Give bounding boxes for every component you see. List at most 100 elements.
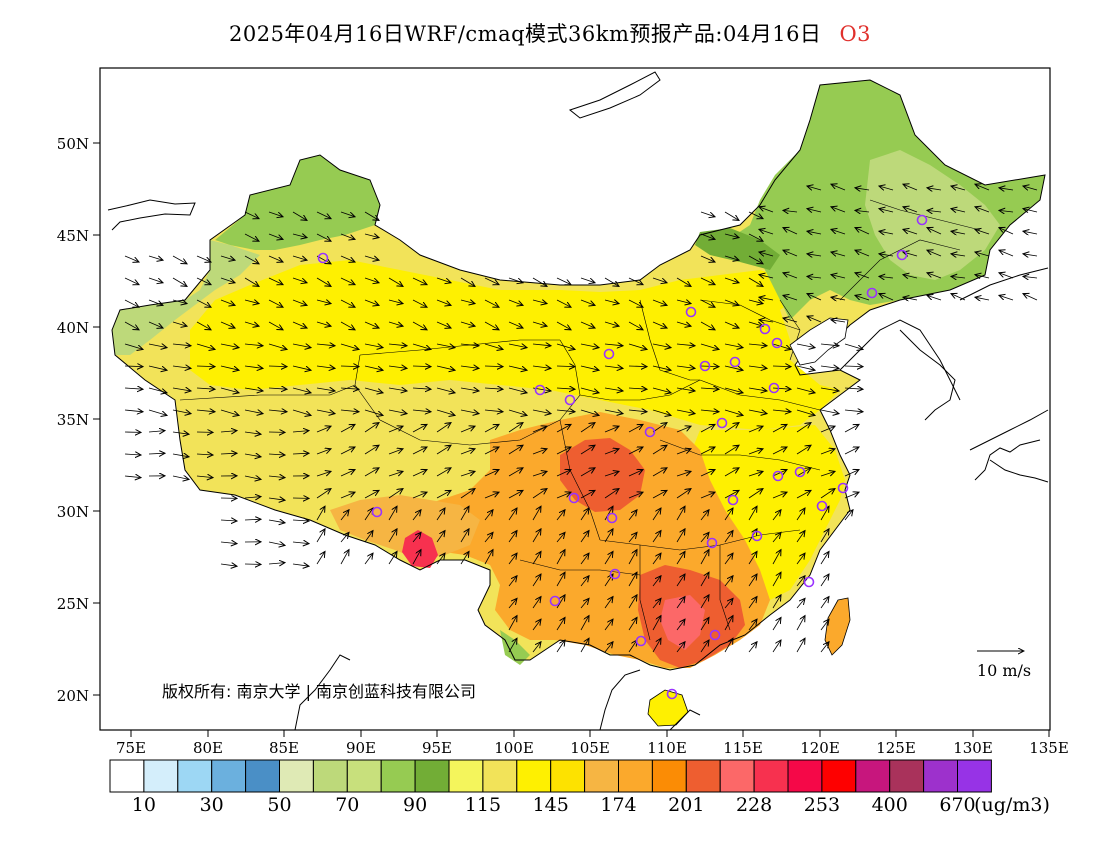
colorbar-swatch [346, 759, 382, 793]
title-species: O3 [839, 22, 872, 46]
station-marker [666, 688, 678, 700]
station-marker [816, 500, 828, 512]
colorbar-swatch [618, 759, 653, 793]
station-marker [635, 635, 647, 647]
station-marker [896, 249, 908, 261]
wind-reference-label: 10 m/s [977, 661, 1031, 680]
station-marker [709, 629, 721, 641]
colorbar-swatch [889, 759, 925, 793]
colorbar-label: 253 [804, 794, 840, 816]
lat-label-45n: 45N [57, 227, 89, 245]
colorbar-label: 670 [939, 794, 975, 816]
colorbar-swatch [245, 759, 281, 793]
station-marker [759, 323, 771, 335]
station-marker [564, 394, 576, 406]
colorbar-swatch [753, 759, 789, 793]
lon-label-100e: 100E [494, 739, 534, 757]
colorbar-label: 400 [872, 794, 908, 816]
china-border [111, 79, 1046, 671]
station-marker [609, 568, 621, 580]
colorbar-label: 70 [335, 794, 359, 816]
colorbar-label: 228 [736, 794, 772, 816]
latitude-axis: 50N 45N 40N 35N 30N 25N 20N [57, 135, 100, 705]
lat-label-40n: 40N [57, 319, 89, 337]
lon-label-85e: 85E [269, 739, 299, 757]
lon-label-110e: 110E [647, 739, 687, 757]
station-marker [549, 595, 561, 607]
colorbar-swatch [787, 759, 823, 793]
colorbar-swatch [719, 759, 755, 793]
colorbar-swatch [279, 759, 314, 793]
colorbar-swatch [821, 759, 857, 793]
colorbar-label: 50 [267, 794, 291, 816]
wind-reference: 10 m/s [977, 651, 1031, 680]
region-orange-dark-sichuan [560, 438, 645, 512]
colorbar-swatch [685, 759, 721, 793]
lat-label-20n: 20N [57, 687, 89, 705]
lat-label-35n: 35N [57, 411, 89, 429]
region-green-west-edge [112, 240, 260, 355]
station-marker [644, 426, 656, 438]
map-title: 2025年04月16日WRF/cmaq模式36km预报产品:04月16日 O3 [0, 18, 1100, 48]
colorbar-label: 201 [668, 794, 704, 816]
colorbar-label: 174 [600, 794, 636, 816]
lon-label-135e: 135E [1029, 739, 1069, 757]
station-marker [768, 382, 780, 394]
lon-label-120e: 120E [800, 739, 840, 757]
colorbar-labels: 10 30 50 70 90 115 145 174 201 228 253 400 670 [132, 794, 976, 816]
colorbar-swatch [550, 759, 586, 793]
station-marker [866, 287, 878, 299]
title-main: 2025年04月16日WRF/cmaq模式36km预报产品:04月16日 [228, 22, 822, 46]
lat-label-30n: 30N [57, 503, 89, 521]
colorbar-swatch [651, 759, 687, 793]
lon-label-115e: 115E [723, 739, 763, 757]
region-green-northwest [215, 155, 380, 250]
station-marker [603, 348, 615, 360]
station-marker [794, 466, 806, 478]
station-marker [751, 530, 763, 542]
station-marker [716, 417, 728, 429]
colorbar-label: 90 [403, 794, 427, 816]
station-marker [727, 494, 739, 506]
colorbar-unit: (ug/m3) [974, 794, 1050, 816]
wind-vector-field [124, 184, 1038, 653]
neighbor-coastlines [107, 71, 1049, 730]
station-marker [772, 470, 784, 482]
colorbar-swatch [855, 759, 891, 793]
colorbar-swatch [414, 759, 450, 793]
bohai-sea [789, 317, 849, 366]
colorbar-swatch [923, 759, 958, 793]
region-green-yunnan [500, 630, 530, 665]
lon-label-90e: 90E [346, 739, 376, 757]
region-green-northeast-light [865, 150, 1000, 280]
colorbar-swatch [584, 759, 619, 793]
station-marker [371, 506, 383, 518]
lon-label-105e: 105E [570, 739, 610, 757]
colorbar-swatch [957, 759, 992, 793]
colorbar-swatch [448, 759, 484, 793]
colorbar-label: 115 [465, 794, 501, 816]
station-marker [606, 512, 618, 524]
longitude-axis: 75E 80E 85E 90E 95E 100E 105E 110E 115E … [116, 730, 1069, 757]
station-marker [534, 384, 546, 396]
map-frame [99, 67, 1051, 731]
lon-label-95e: 95E [422, 739, 452, 757]
copyright-text: 版权所有: 南京大学 | 南京创蓝科技有限公司 [162, 682, 476, 701]
monitoring-stations [317, 214, 928, 700]
colorbar [109, 759, 992, 793]
colorbar-swatch [482, 759, 518, 793]
colorbar-swatch [211, 759, 247, 793]
lon-label-80e: 80E [193, 739, 223, 757]
colorbar-label: 10 [132, 794, 156, 816]
island-taiwan [824, 597, 851, 656]
colorbar-swatch [312, 759, 348, 793]
colorbar-swatch [143, 759, 179, 793]
station-marker [916, 214, 928, 226]
station-marker [568, 492, 580, 504]
station-marker [317, 252, 329, 264]
station-marker [803, 576, 815, 588]
lat-label-50n: 50N [57, 135, 89, 153]
lat-label-25n: 25N [57, 595, 89, 613]
station-marker [729, 356, 741, 368]
